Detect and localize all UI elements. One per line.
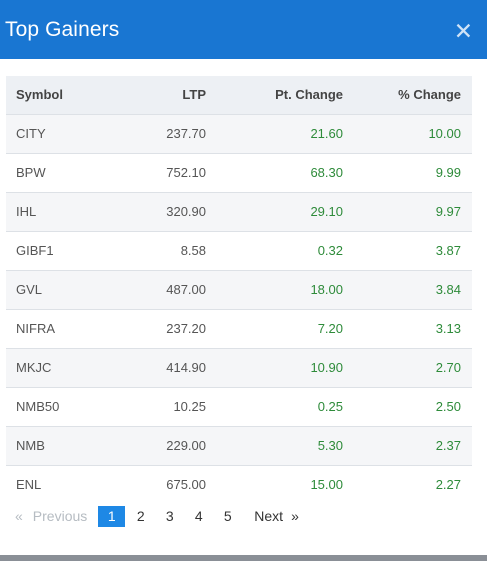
cell-pt-change: 10.90 bbox=[310, 360, 343, 375]
next-button[interactable]: Next bbox=[254, 508, 284, 524]
cell-pct-change: 9.97 bbox=[435, 204, 461, 219]
cell-pct-change: 9.99 bbox=[435, 165, 461, 180]
table-row[interactable]: ENL 675.00 15.00 2.27 bbox=[6, 465, 472, 504]
next-arrow[interactable]: » bbox=[291, 508, 299, 524]
cell-pt-change: 15.00 bbox=[310, 477, 343, 493]
cell-pct-change: 2.37 bbox=[435, 438, 461, 453]
header-ltp[interactable]: LTP bbox=[182, 87, 206, 103]
cell-symbol: NMB50 bbox=[16, 399, 60, 414]
table-row[interactable]: NMB50 10.25 0.25 2.50 bbox=[6, 387, 472, 426]
cell-pct-change: 2.70 bbox=[435, 360, 461, 375]
header-pt-change[interactable]: Pt. Change bbox=[275, 87, 343, 103]
cell-ltp: 320.90 bbox=[166, 204, 206, 219]
cell-pct-change: 10.00 bbox=[428, 126, 461, 141]
cell-pct-change: 2.50 bbox=[435, 399, 461, 414]
cell-ltp: 675.00 bbox=[166, 477, 206, 493]
header-pct-change[interactable]: % Change bbox=[398, 87, 461, 103]
page-button-3[interactable]: 3 bbox=[165, 508, 174, 524]
pagination: « Previous 1 2 3 4 5 Next » bbox=[15, 505, 299, 527]
page-button-2[interactable]: 2 bbox=[136, 508, 145, 524]
cell-pt-change: 0.32 bbox=[317, 243, 343, 258]
table-row[interactable]: CITY 237.70 21.60 10.00 bbox=[6, 114, 472, 153]
previous-button: Previous bbox=[32, 508, 88, 524]
table-row[interactable]: GVL 487.00 18.00 3.84 bbox=[6, 270, 472, 309]
cell-pt-change: 5.30 bbox=[317, 438, 343, 453]
table-row[interactable]: BPW 752.10 68.30 9.99 bbox=[6, 153, 472, 192]
cell-symbol: NMB bbox=[16, 438, 45, 453]
cell-symbol: GVL bbox=[16, 282, 43, 297]
cell-ltp: 229.00 bbox=[166, 438, 206, 453]
close-icon[interactable]: ✕ bbox=[453, 17, 473, 44]
cell-pt-change: 0.25 bbox=[317, 399, 343, 414]
header-symbol[interactable]: Symbol bbox=[16, 87, 63, 103]
modal-title: Top Gainers bbox=[5, 17, 120, 41]
page-button-1[interactable]: 1 bbox=[98, 505, 126, 527]
bottom-divider bbox=[0, 555, 487, 561]
cell-symbol: BPW bbox=[16, 165, 46, 180]
cell-symbol: MKJC bbox=[16, 360, 52, 375]
cell-ltp: 414.90 bbox=[166, 360, 206, 375]
cell-pt-change: 29.10 bbox=[310, 204, 343, 219]
cell-pct-change: 3.84 bbox=[435, 282, 461, 297]
cell-ltp: 237.70 bbox=[166, 126, 206, 141]
cell-pt-change: 68.30 bbox=[310, 165, 343, 180]
gainers-table: Symbol LTP Pt. Change % Change CITY 237.7… bbox=[6, 76, 472, 504]
table-row[interactable]: NMB 229.00 5.30 2.37 bbox=[6, 426, 472, 465]
gainers-table-container: Symbol LTP Pt. Change % Change CITY 237.7… bbox=[6, 76, 472, 504]
cell-symbol: CITY bbox=[16, 126, 46, 141]
cell-symbol: IHL bbox=[16, 204, 37, 219]
cell-pt-change: 7.20 bbox=[317, 321, 343, 336]
table-row[interactable]: MKJC 414.90 10.90 2.70 bbox=[6, 348, 472, 387]
cell-ltp: 237.20 bbox=[166, 321, 206, 336]
cell-ltp: 10.25 bbox=[173, 399, 206, 414]
cell-symbol: GIBF1 bbox=[16, 243, 54, 258]
table-header-row: Symbol LTP Pt. Change % Change bbox=[6, 76, 472, 114]
cell-pct-change: 3.13 bbox=[435, 321, 461, 336]
cell-pt-change: 21.60 bbox=[310, 126, 343, 141]
cell-pct-change: 3.87 bbox=[435, 243, 461, 258]
modal-header: Top Gainers ✕ bbox=[0, 0, 487, 59]
prev-arrow: « bbox=[15, 508, 23, 524]
cell-ltp: 752.10 bbox=[166, 165, 206, 180]
table-row[interactable]: IHL 320.90 29.10 9.97 bbox=[6, 192, 472, 231]
cell-pct-change: 2.27 bbox=[435, 477, 461, 493]
cell-pt-change: 18.00 bbox=[310, 282, 343, 297]
table-row[interactable]: GIBF1 8.58 0.32 3.87 bbox=[6, 231, 472, 270]
page-button-5[interactable]: 5 bbox=[223, 508, 232, 524]
page-button-4[interactable]: 4 bbox=[194, 508, 203, 524]
table-row[interactable]: NIFRA 237.20 7.20 3.13 bbox=[6, 309, 472, 348]
cell-symbol: NIFRA bbox=[16, 321, 55, 336]
cell-symbol: ENL bbox=[16, 477, 42, 493]
cell-ltp: 8.58 bbox=[180, 243, 206, 258]
cell-ltp: 487.00 bbox=[166, 282, 206, 297]
